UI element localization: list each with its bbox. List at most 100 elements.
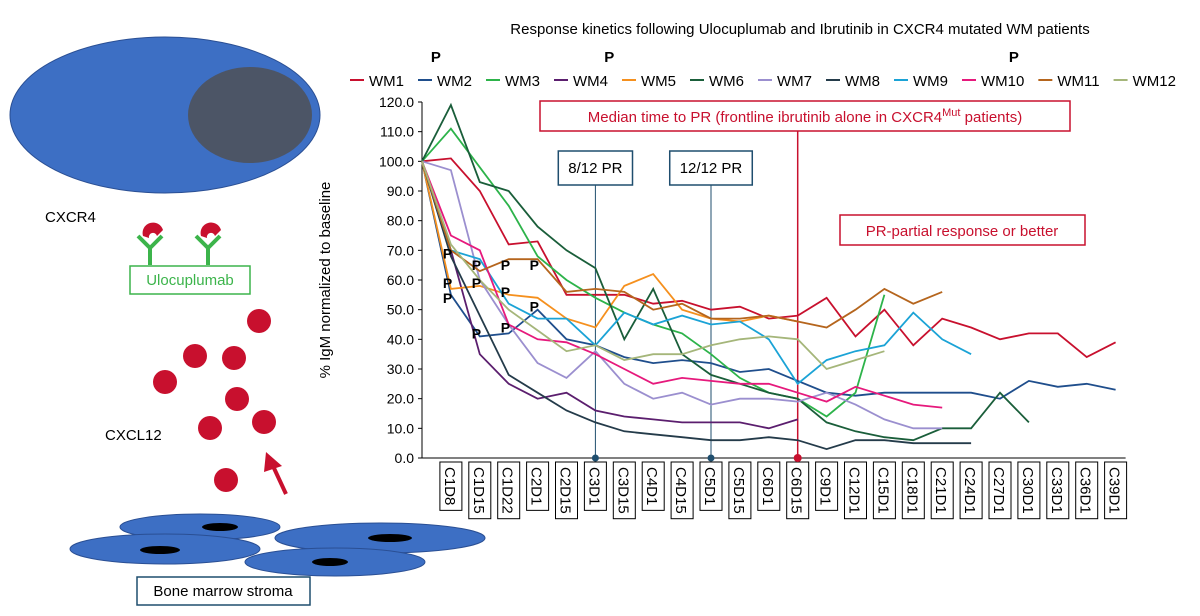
x-tick: C5D1 — [699, 461, 723, 511]
x-tick: C1D8 — [439, 461, 463, 511]
x-tick-label: C24D1 — [961, 467, 978, 514]
cell-label: CXCR4 — [45, 209, 96, 226]
y-tick-label: 20.0 — [387, 391, 414, 407]
x-tick-box — [1104, 461, 1128, 520]
ligand-dots — [153, 309, 276, 492]
x-tick-box — [815, 461, 839, 511]
pr-label: P — [501, 319, 510, 335]
pr-label: P — [501, 284, 510, 300]
x-tick-box — [641, 461, 665, 511]
arrow-head — [264, 452, 282, 472]
series-line — [421, 161, 885, 371]
x-tick: C4D1 — [641, 461, 665, 511]
y-tick-label: 60.0 — [387, 272, 414, 288]
x-tick-box — [844, 461, 867, 520]
x-tick: C33D1 — [1046, 461, 1070, 520]
pr-label: P — [443, 245, 452, 261]
y-tick-label: 110.0 — [380, 124, 414, 140]
x-tick-box — [757, 461, 781, 511]
pr-label: P — [530, 257, 539, 273]
y-tick-label: 80.0 — [387, 213, 414, 229]
x-tick-label: C39D1 — [1106, 467, 1123, 514]
x-tick-box — [699, 461, 723, 511]
median-superscript: Mut — [942, 107, 960, 119]
x-tick-box — [612, 461, 636, 520]
x-tick: C30D1 — [1017, 461, 1041, 520]
y-tick-label: 30.0 — [387, 361, 414, 377]
x-tick-box — [1017, 461, 1041, 520]
x-tick-label: C3D1 — [585, 467, 602, 505]
drug-box — [129, 265, 251, 295]
legend-label: WM3 — [505, 73, 540, 90]
x-tick-box — [1075, 461, 1099, 520]
series-line — [421, 160, 943, 409]
x-tick-label: C4D1 — [643, 467, 660, 505]
median-text: Median time to PR (frontline ibrutinib a… — [588, 109, 942, 126]
y-tick-label: 100.0 — [379, 153, 414, 169]
x-tick-label: C6D15 — [788, 467, 805, 514]
x-tick: C1D22 — [497, 461, 521, 520]
median-dot — [793, 454, 802, 462]
x-tick: C6D15 — [786, 461, 810, 520]
x-tick: C36D1 — [1075, 461, 1099, 520]
x-tick: C1D15 — [468, 461, 492, 520]
chart: 0.0 10.0 20.0 30.0 40.0 50.0 60.0 70.0 80.0 90.0 1… — [350, 49, 1176, 520]
annotation-dot — [707, 454, 715, 462]
legend-label: WM7 — [777, 73, 812, 90]
stroma — [69, 513, 486, 577]
x-tick: C21D1 — [930, 461, 954, 520]
pr-label: P — [472, 325, 481, 341]
annotation-label: 8/12 PR — [568, 160, 622, 177]
x-tick: C27D1 — [988, 461, 1012, 520]
arrow — [271, 465, 288, 495]
annotation-box — [557, 150, 634, 186]
x-tick-box — [468, 461, 492, 520]
top-pr-label: P — [604, 49, 614, 66]
series-line — [421, 157, 1117, 359]
y-tick-label: 90.0 — [387, 183, 414, 199]
x-tick-label: C12D1 — [846, 467, 863, 514]
top-pr-label: P — [431, 49, 441, 66]
x-tick: C6D1 — [757, 461, 781, 511]
x-tick: C2D1 — [526, 461, 550, 511]
x-tick: C3D15 — [612, 461, 636, 520]
note: PR-partial response or better — [866, 223, 1059, 240]
x-tick-label: C1D8 — [441, 467, 458, 505]
x-tick: C15D1 — [872, 461, 896, 520]
series-line — [421, 161, 972, 386]
x-tick-label: C27D1 — [990, 467, 1007, 514]
x-tick: C2D15 — [555, 461, 578, 520]
x-tick-box — [555, 461, 578, 520]
legend-label: WM8 — [845, 73, 880, 90]
series-line — [421, 161, 943, 329]
x-tick-box — [670, 461, 694, 520]
series-line — [421, 102, 1030, 442]
y-tick-label: 10.0 — [387, 420, 414, 436]
x-tick: C4D15 — [670, 461, 694, 520]
chart-title: Response kinetics following Ulocuplumab … — [510, 21, 1089, 38]
x-tick-box — [1046, 461, 1070, 520]
stroma-box — [136, 576, 311, 606]
x-tick-label: C9D1 — [817, 467, 834, 505]
x-tick: C5D15 — [728, 461, 752, 520]
x-tick-label: C2D1 — [528, 467, 545, 505]
x-tick-box — [497, 461, 521, 520]
x-tick: C3D1 — [583, 461, 607, 511]
x-tick-label: C5D1 — [701, 467, 718, 505]
legend-label: WM4 — [573, 73, 608, 90]
series-line — [421, 161, 1116, 400]
x-tick-box — [728, 461, 752, 520]
y-tick-label: 0.0 — [395, 450, 415, 466]
x-tick-box — [930, 461, 954, 520]
x-tick: C24D1 — [959, 461, 983, 520]
y-tick-label: 50.0 — [387, 302, 414, 318]
x-tick-label: C1D22 — [499, 467, 516, 514]
stroma-label: Bone marrow stroma — [153, 583, 293, 600]
x-tick-label: C21D1 — [932, 467, 949, 514]
x-tick-box — [988, 461, 1012, 520]
x-tick: C39D1 — [1104, 461, 1128, 520]
x-tick-label: C15D1 — [874, 467, 891, 514]
legend-label: WM2 — [437, 73, 472, 90]
pr-label: P — [472, 257, 481, 273]
